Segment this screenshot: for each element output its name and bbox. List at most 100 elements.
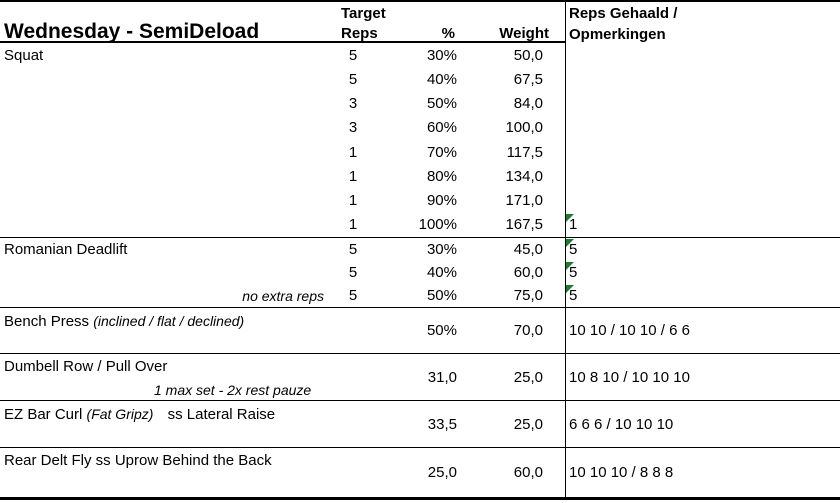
target-reps-cell[interactable]: 3 xyxy=(348,95,358,113)
exercise-name: Dumbell Row / Pull Over xyxy=(4,358,168,375)
section-romanian-deadlift: Romanian Deadlift 5 30% 45,0 5 5 40% 60,… xyxy=(0,237,840,307)
remarks-cell[interactable]: 5 xyxy=(565,284,840,307)
set-row: 1 80% 134,0 xyxy=(0,164,840,188)
column-header-remarks[interactable]: Reps Gehaald / Opmerkingen xyxy=(565,2,840,45)
weight-cell[interactable]: 84,0 xyxy=(513,95,543,113)
percent-cell[interactable]: 90% xyxy=(426,192,457,210)
target-reps-cell[interactable]: 5 xyxy=(348,70,358,88)
exercise-name: Rear Delt Fly ss Uprow Behind the Back xyxy=(4,452,272,469)
corner-flag-icon xyxy=(566,262,574,270)
set-row: 1 100% 167,5 1 xyxy=(0,213,840,237)
percent-cell[interactable]: 33,5 xyxy=(427,415,457,433)
weight-cell[interactable]: 171,0 xyxy=(505,192,543,210)
target-reps-cell[interactable] xyxy=(336,308,370,353)
exercise-note[interactable]: no extra reps xyxy=(242,287,324,304)
percent-cell[interactable]: 70% xyxy=(426,143,457,161)
percent-cell[interactable]: 80% xyxy=(426,167,457,185)
target-reps-cell[interactable]: 1 xyxy=(348,216,358,234)
remarks-cell[interactable]: 1 xyxy=(565,213,840,237)
percent-cell[interactable]: 30% xyxy=(426,46,457,64)
corner-flag-icon xyxy=(566,239,574,247)
percent-cell[interactable]: 31,0 xyxy=(427,368,457,386)
corner-flag-icon xyxy=(566,213,574,222)
exercise-name-cell[interactable]: Dumbell Row / Pull Over 1 max set - 2x r… xyxy=(0,354,336,400)
result-value: 5 xyxy=(569,241,578,258)
weight-cell[interactable]: 75,0 xyxy=(513,287,543,304)
remarks-line1: Reps Gehaald / xyxy=(569,5,678,22)
percent-cell[interactable]: 50% xyxy=(426,287,457,304)
percent-cell[interactable]: 50% xyxy=(426,322,457,339)
exercise-name: EZ Bar Curl xyxy=(4,406,83,423)
percent-cell[interactable]: 60% xyxy=(426,119,457,137)
percent-cell[interactable]: 100% xyxy=(418,216,457,234)
weight-cell[interactable]: 60,0 xyxy=(513,264,543,281)
weight-cell[interactable]: 70,0 xyxy=(513,322,543,339)
column-divider xyxy=(565,0,566,497)
remarks-cell[interactable]: 6 6 6 / 10 10 10 xyxy=(565,401,840,447)
weight-cell[interactable]: 25,0 xyxy=(513,415,543,433)
weight-cell[interactable]: 60,0 xyxy=(513,464,543,481)
weight-cell[interactable]: 45,0 xyxy=(513,241,543,258)
target-reps-cell[interactable]: 3 xyxy=(348,119,358,137)
target-reps-cell[interactable] xyxy=(336,448,370,497)
target-reps-cell[interactable]: 1 xyxy=(348,167,358,185)
spacer xyxy=(552,354,565,400)
set-row: 3 50% 84,0 xyxy=(0,92,840,116)
target-reps-cell[interactable] xyxy=(336,354,370,400)
remarks-cell[interactable]: 5 xyxy=(565,261,840,284)
exercise-name-cell[interactable]: Rear Delt Fly ss Uprow Behind the Back xyxy=(0,448,336,471)
remarks-cell[interactable] xyxy=(565,189,840,213)
column-header-weight[interactable]: Weight xyxy=(499,25,549,42)
weight-cell[interactable]: 67,5 xyxy=(513,70,543,88)
target-reps-line1: Target xyxy=(341,5,386,22)
remarks-cell[interactable] xyxy=(565,92,840,116)
target-reps-cell[interactable]: 5 xyxy=(348,241,358,258)
remarks-cell[interactable] xyxy=(565,140,840,164)
set-row: 1 90% 171,0 xyxy=(0,189,840,213)
target-reps-cell[interactable]: 5 xyxy=(348,264,358,281)
weight-cell[interactable]: 100,0 xyxy=(505,119,543,137)
remarks-cell[interactable] xyxy=(565,67,840,91)
weight-cell[interactable]: 25,0 xyxy=(513,368,543,386)
section-dumbell-row-pull-over: Dumbell Row / Pull Over 1 max set - 2x r… xyxy=(0,353,840,400)
target-reps-cell[interactable]: 1 xyxy=(348,143,358,161)
weight-cell[interactable]: 134,0 xyxy=(505,167,543,185)
header-spacer xyxy=(552,2,565,45)
remarks-cell[interactable]: 10 10 10 / 8 8 8 xyxy=(565,448,840,497)
remarks-cell[interactable] xyxy=(565,43,840,67)
remarks-cell[interactable]: 5 xyxy=(565,238,840,261)
set-row: no extra reps 5 50% 75,0 5 xyxy=(0,284,840,307)
column-header-percent[interactable]: % xyxy=(441,25,455,42)
section-ez-bar-curl: EZ Bar Curl (Fat Gripz) ss Lateral Raise… xyxy=(0,400,840,447)
exercise-name-detail: (Fat Gripz) xyxy=(86,406,154,422)
exercise-name-cell[interactable]: Romanian Deadlift xyxy=(4,241,128,258)
target-reps-cell[interactable]: 5 xyxy=(348,287,358,304)
exercise-name-cell[interactable]: Bench Press (inclined / flat / declined) xyxy=(0,308,336,332)
percent-cell[interactable]: 30% xyxy=(426,241,457,258)
percent-cell[interactable]: 50% xyxy=(426,95,457,113)
target-reps-cell[interactable] xyxy=(336,401,370,447)
exercise-name-cell[interactable]: Squat xyxy=(4,46,44,64)
remarks-cell[interactable] xyxy=(565,164,840,188)
target-reps-cell[interactable]: 1 xyxy=(348,192,358,210)
exercise-name-detail: (inclined / flat / declined) xyxy=(93,313,245,329)
remarks-cell[interactable]: 10 8 10 / 10 10 10 xyxy=(565,354,840,400)
result-value: 6 6 6 / 10 10 10 xyxy=(569,415,674,433)
exercise-name-cell[interactable]: EZ Bar Curl (Fat Gripz) ss Lateral Raise xyxy=(0,401,336,425)
remarks-cell[interactable] xyxy=(565,116,840,140)
percent-cell[interactable]: 40% xyxy=(426,70,457,88)
remarks-cell[interactable]: 10 10 / 10 10 / 6 6 xyxy=(565,308,840,353)
weight-cell[interactable]: 167,5 xyxy=(505,216,543,234)
exercise-name: Bench Press xyxy=(4,313,90,330)
percent-cell[interactable]: 25,0 xyxy=(427,464,457,481)
weight-cell[interactable]: 117,5 xyxy=(506,143,543,161)
result-value: 10 8 10 / 10 10 10 xyxy=(569,368,690,386)
column-header-target-reps[interactable]: Target Reps xyxy=(341,4,386,45)
percent-cell[interactable]: 40% xyxy=(426,264,457,281)
spacer xyxy=(552,401,565,447)
page-title[interactable]: Wednesday - SemiDeload xyxy=(4,20,260,43)
exercise-note: 1 max set - 2x rest pauze xyxy=(154,382,312,398)
weight-cell[interactable]: 50,0 xyxy=(513,46,543,64)
target-reps-cell[interactable]: 5 xyxy=(348,46,358,64)
